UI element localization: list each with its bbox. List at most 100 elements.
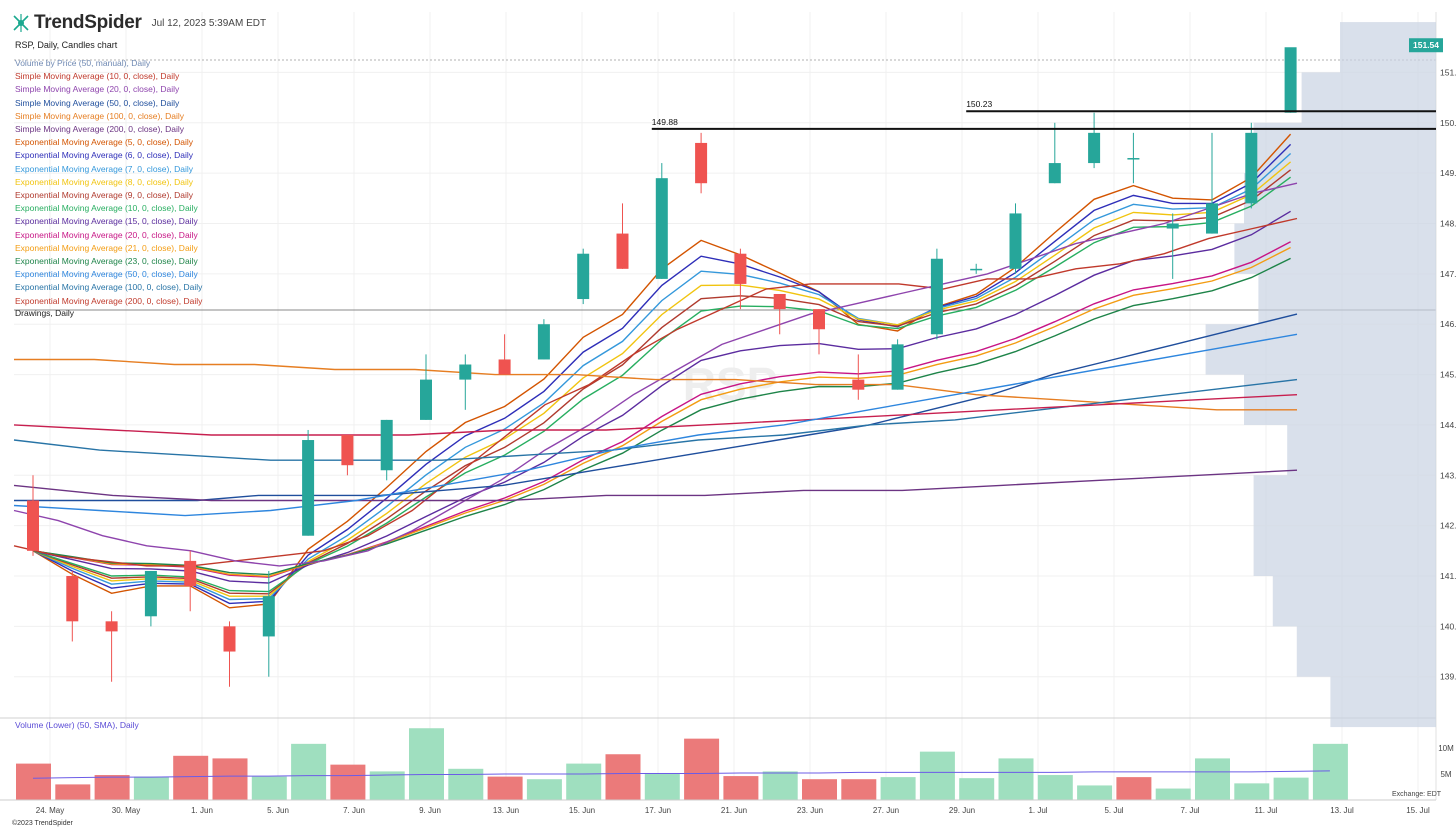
candle-body [27, 500, 39, 551]
app-name: TrendSpider [34, 12, 142, 33]
date-tick-label: 27. Jun [873, 806, 899, 815]
candle-body [341, 435, 354, 466]
legend-item[interactable]: Simple Moving Average (50, 0, close), Da… [15, 97, 180, 108]
date-tick-label: 7. Jul [1180, 806, 1199, 815]
volume-bar [330, 764, 366, 800]
legend-item[interactable]: Exponential Moving Average (8, 0, close)… [15, 176, 193, 187]
candle-body [734, 253, 747, 284]
volume-bar [919, 751, 955, 800]
candle-body [459, 364, 472, 380]
date-tick-label: 13. Jun [493, 806, 519, 815]
volume-indicator-label[interactable]: Volume (Lower) (50, SMA), Daily [15, 720, 139, 730]
legend-item[interactable]: Simple Moving Average (10, 0, close), Da… [15, 71, 180, 82]
price-tick-label: 147.00 [1440, 269, 1456, 279]
legend-item[interactable]: Exponential Moving Average (5, 0, close)… [15, 137, 193, 148]
date-tick-label: 24. May [36, 806, 64, 815]
volume-bar [369, 771, 405, 800]
date-tick-label: 29. Jun [949, 806, 975, 815]
candle-body [184, 560, 197, 587]
trendspider-logo[interactable]: TrendSpider Jul 12, 2023 5:39AM EDT [12, 11, 266, 35]
volume-bar [1077, 785, 1113, 800]
volume-by-price-bar [1272, 576, 1436, 627]
legend-item[interactable]: Exponential Moving Average (200, 0, clos… [15, 295, 203, 306]
moving-average-line [14, 313, 1298, 502]
volume-by-price-bar [1301, 72, 1436, 123]
volume-bar [251, 776, 287, 800]
legend-item[interactable]: Exponential Moving Average (50, 0, close… [15, 269, 198, 280]
legend-item[interactable]: Exponential Moving Average (23, 0, close… [15, 256, 198, 267]
volume-bar [1273, 777, 1309, 800]
price-tick-label: 146.00 [1440, 319, 1456, 329]
price-tick-label: 140.00 [1440, 621, 1456, 631]
candle-body [144, 570, 157, 617]
volume-by-price-bar [1234, 223, 1436, 274]
volume-sma-line [32, 770, 1330, 779]
legend-item[interactable]: Exponential Moving Average (15, 0, close… [15, 216, 198, 227]
drawings-label[interactable]: Drawings, Daily [15, 308, 75, 318]
candle-body [498, 359, 511, 375]
candle-body [302, 440, 315, 536]
ema-line [32, 246, 1291, 578]
candle-body [262, 596, 275, 637]
legend-item[interactable]: Exponential Moving Average (9, 0, close)… [15, 190, 193, 201]
indicator-legend: Volume by Price (50, manual), Daily Simpl… [15, 57, 202, 308]
volume-bar [487, 776, 523, 800]
ema-line [32, 143, 1292, 605]
volume-by-price-bar [1296, 626, 1436, 677]
date-tick-label: 1. Jul [1028, 806, 1047, 815]
ema-line [32, 152, 1292, 601]
moving-average-lines [13, 133, 1298, 609]
legend-item[interactable]: Simple Moving Average (100, 0, close), D… [15, 110, 184, 121]
price-tick-label: 142.00 [1440, 521, 1456, 531]
date-axis: 24. May 30. May 1. Jun 5. Jun 7. Jun 9. Jun 13… [36, 806, 1430, 815]
legend-item[interactable]: Exponential Moving Average (10, 0, close… [15, 203, 198, 214]
volume-bar [802, 779, 837, 800]
volume-bar [1312, 743, 1348, 800]
legend-item[interactable]: Exponential Moving Average (20, 0, close… [15, 229, 198, 240]
volume-bar [1195, 758, 1230, 800]
volume-bar [173, 755, 209, 800]
candle-body [1206, 203, 1218, 234]
ema-line [32, 169, 1292, 595]
legend-item[interactable]: Exponential Moving Average (6, 0, close)… [15, 150, 193, 161]
legend-item[interactable]: Simple Moving Average (20, 0, close), Da… [15, 84, 180, 95]
date-tick-label: 5. Jul [1104, 806, 1123, 815]
legend-item[interactable]: Exponential Moving Average (100, 0, clos… [15, 282, 203, 293]
volume-by-price-bar [1244, 374, 1436, 425]
volume-bar [133, 776, 169, 800]
legend-item[interactable]: Exponential Moving Average (21, 0, close… [15, 242, 198, 253]
current-price-badge [1409, 38, 1443, 53]
legend-item[interactable]: Volume by Price (50, manual), Daily [15, 58, 151, 68]
current-price-label: 151.54 [1413, 40, 1439, 50]
candle-body [773, 294, 786, 310]
ema-line [32, 161, 1292, 597]
volume-bar [1155, 788, 1191, 800]
candle-body [970, 268, 983, 271]
legend-item[interactable]: Exponential Moving Average (7, 0, close)… [15, 163, 193, 174]
candle-body [695, 142, 708, 184]
volume-bar [880, 777, 916, 800]
candle-body [577, 253, 590, 300]
volume-tick-label: 10M [1438, 744, 1454, 753]
volume-bar [1116, 777, 1152, 800]
volume-by-price-bar [1287, 424, 1436, 476]
symbol-label[interactable]: RSP, Daily, Candles chart [15, 40, 118, 50]
date-tick-label: 9. Jun [419, 806, 441, 815]
date-tick-label: 21. Jun [721, 806, 747, 815]
volume-bar [959, 778, 995, 800]
volume-bar [684, 738, 720, 800]
candle-body [105, 621, 118, 632]
volume-by-price-bar [1253, 122, 1436, 174]
volume-by-price-bar [1253, 475, 1436, 526]
price-tick-label: 144.00 [1440, 420, 1456, 430]
volume-panel: 10M 5M [0, 728, 1454, 801]
date-tick-label: 13. Jul [1330, 806, 1354, 815]
ema-line [32, 241, 1291, 578]
candle-body [1048, 163, 1061, 184]
volume-tick-label: 5M [1440, 770, 1451, 779]
price-tick-label: 151.00 [1440, 67, 1456, 77]
legend-item[interactable]: Simple Moving Average (200, 0, close), D… [15, 124, 184, 135]
horizontal-line-label: 150.23 [966, 99, 992, 109]
